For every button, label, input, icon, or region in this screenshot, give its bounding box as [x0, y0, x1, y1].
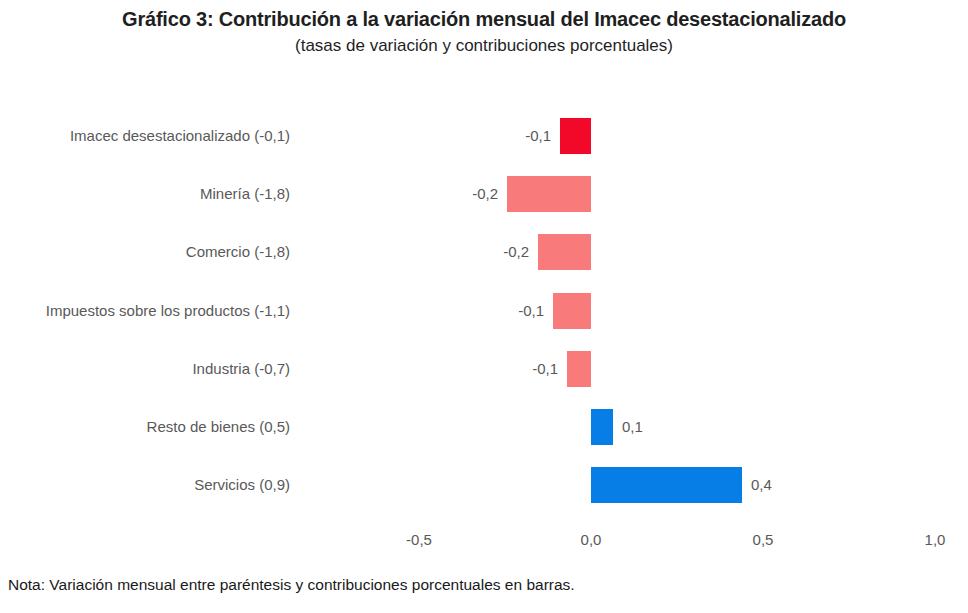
- value-label: -0,1: [532, 359, 558, 379]
- value-label: -0,1: [525, 126, 551, 146]
- value-label: -0,1: [518, 301, 544, 321]
- bar-segment: [507, 176, 591, 212]
- chart-note: Nota: Variación mensual entre paréntesis…: [8, 576, 575, 594]
- x-axis-tick-label: -0,5: [406, 531, 432, 548]
- bar-segment: [538, 234, 591, 270]
- bar-segment: [553, 293, 591, 329]
- bar-segment: [591, 409, 613, 445]
- x-axis-tick-label: 0,5: [753, 531, 774, 548]
- bar-chart: Imacec desestacionalizado (-0,1) -0,1 Mine…: [0, 0, 968, 613]
- value-label: 0,1: [622, 417, 643, 437]
- bar-segment: [591, 467, 742, 503]
- category-label: Comercio (-1,8): [0, 242, 290, 262]
- x-axis-tick-label: 1,0: [925, 531, 946, 548]
- x-axis-tick-label: 0,0: [581, 531, 602, 548]
- category-label: Impuestos sobre los productos (-1,1): [0, 301, 290, 321]
- category-label: Servicios (0,9): [0, 475, 290, 495]
- chart-page: Gráfico 3: Contribución a la variación m…: [0, 0, 968, 613]
- bar-segment: [560, 118, 591, 154]
- category-label: Resto de bienes (0,5): [0, 417, 290, 437]
- category-label: Minería (-1,8): [0, 184, 290, 204]
- value-label: 0,4: [751, 475, 772, 495]
- bar-segment: [567, 351, 591, 387]
- value-label: -0,2: [472, 184, 498, 204]
- category-label: Imacec desestacionalizado (-0,1): [0, 126, 290, 146]
- category-label: Industria (-0,7): [0, 359, 290, 379]
- value-label: -0,2: [503, 242, 529, 262]
